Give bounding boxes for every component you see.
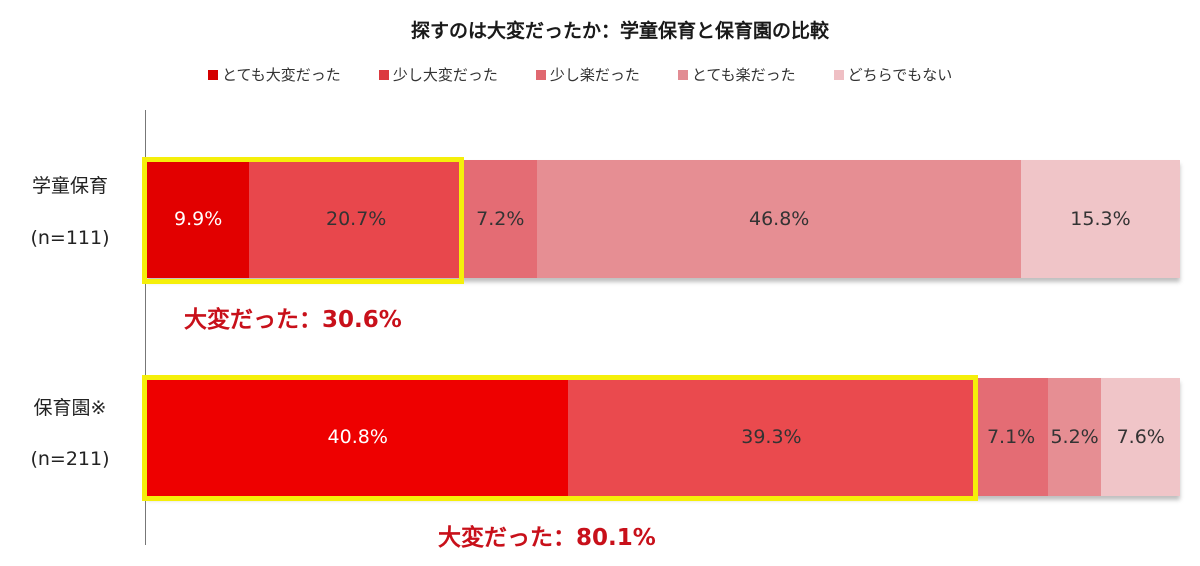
legend-item-somewhat-hard: 少し大変だった	[378, 64, 498, 85]
row-label-gakudo: 学童保育	[31, 175, 108, 197]
bar-segment: 7.1%	[974, 378, 1048, 496]
legend-swatch-icon	[378, 69, 389, 80]
bar-segment: 39.3%	[568, 378, 975, 496]
legend-item-very-hard: とても大変だった	[208, 64, 341, 85]
legend-item-somewhat-easy: 少し楽だった	[535, 64, 640, 85]
legend-item-neither: どちらでもない	[833, 64, 953, 85]
bar-segment: 9.9%	[147, 160, 250, 278]
legend-swatch-icon	[677, 69, 688, 80]
legend-swatch-icon	[208, 69, 218, 80]
legend-label: 少し大変だった	[392, 66, 498, 84]
row-n-hoikuen: (n=211)	[30, 448, 110, 470]
bar-segment: 40.8%	[147, 378, 569, 496]
row-label-hoikuen: 保育園※	[33, 397, 107, 419]
legend-swatch-icon	[535, 69, 546, 80]
legend-label: 少し楽だった	[549, 66, 640, 84]
legend: とても大変だった 少し大変だった 少し楽だった とても楽だった どちらでもない	[208, 64, 990, 85]
bar-segment: 46.8%	[537, 160, 1021, 278]
legend-label: どちらでもない	[847, 66, 953, 84]
row-n-gakudo: (n=111)	[30, 227, 110, 249]
bar-segment: 15.3%	[1020, 160, 1180, 278]
legend-label: とても楽だった	[691, 66, 796, 84]
legend-label: とても大変だった	[222, 66, 341, 84]
bar-segment: 5.2%	[1047, 378, 1102, 496]
legend-item-very-easy: とても楽だった	[677, 64, 796, 85]
summary-hoikuen: 大変だった：80.1%	[438, 525, 656, 551]
bar-gakudo: 9.9% 20.7% 7.2% 46.8% 15.3%	[147, 160, 1180, 278]
bar-segment: 7.6%	[1101, 378, 1180, 496]
y-axis-line	[145, 110, 146, 545]
chart-title: 探すのは大変だったか：学童保育と保育園の比較	[410, 20, 829, 42]
bar-hoikuen: 40.8% 39.3% 7.1% 5.2% 7.6%	[147, 378, 1180, 496]
summary-gakudo: 大変だった：30.6%	[184, 307, 402, 333]
legend-swatch-icon	[833, 69, 844, 80]
bar-segment: 20.7%	[249, 160, 464, 278]
bar-segment: 7.2%	[463, 160, 538, 278]
